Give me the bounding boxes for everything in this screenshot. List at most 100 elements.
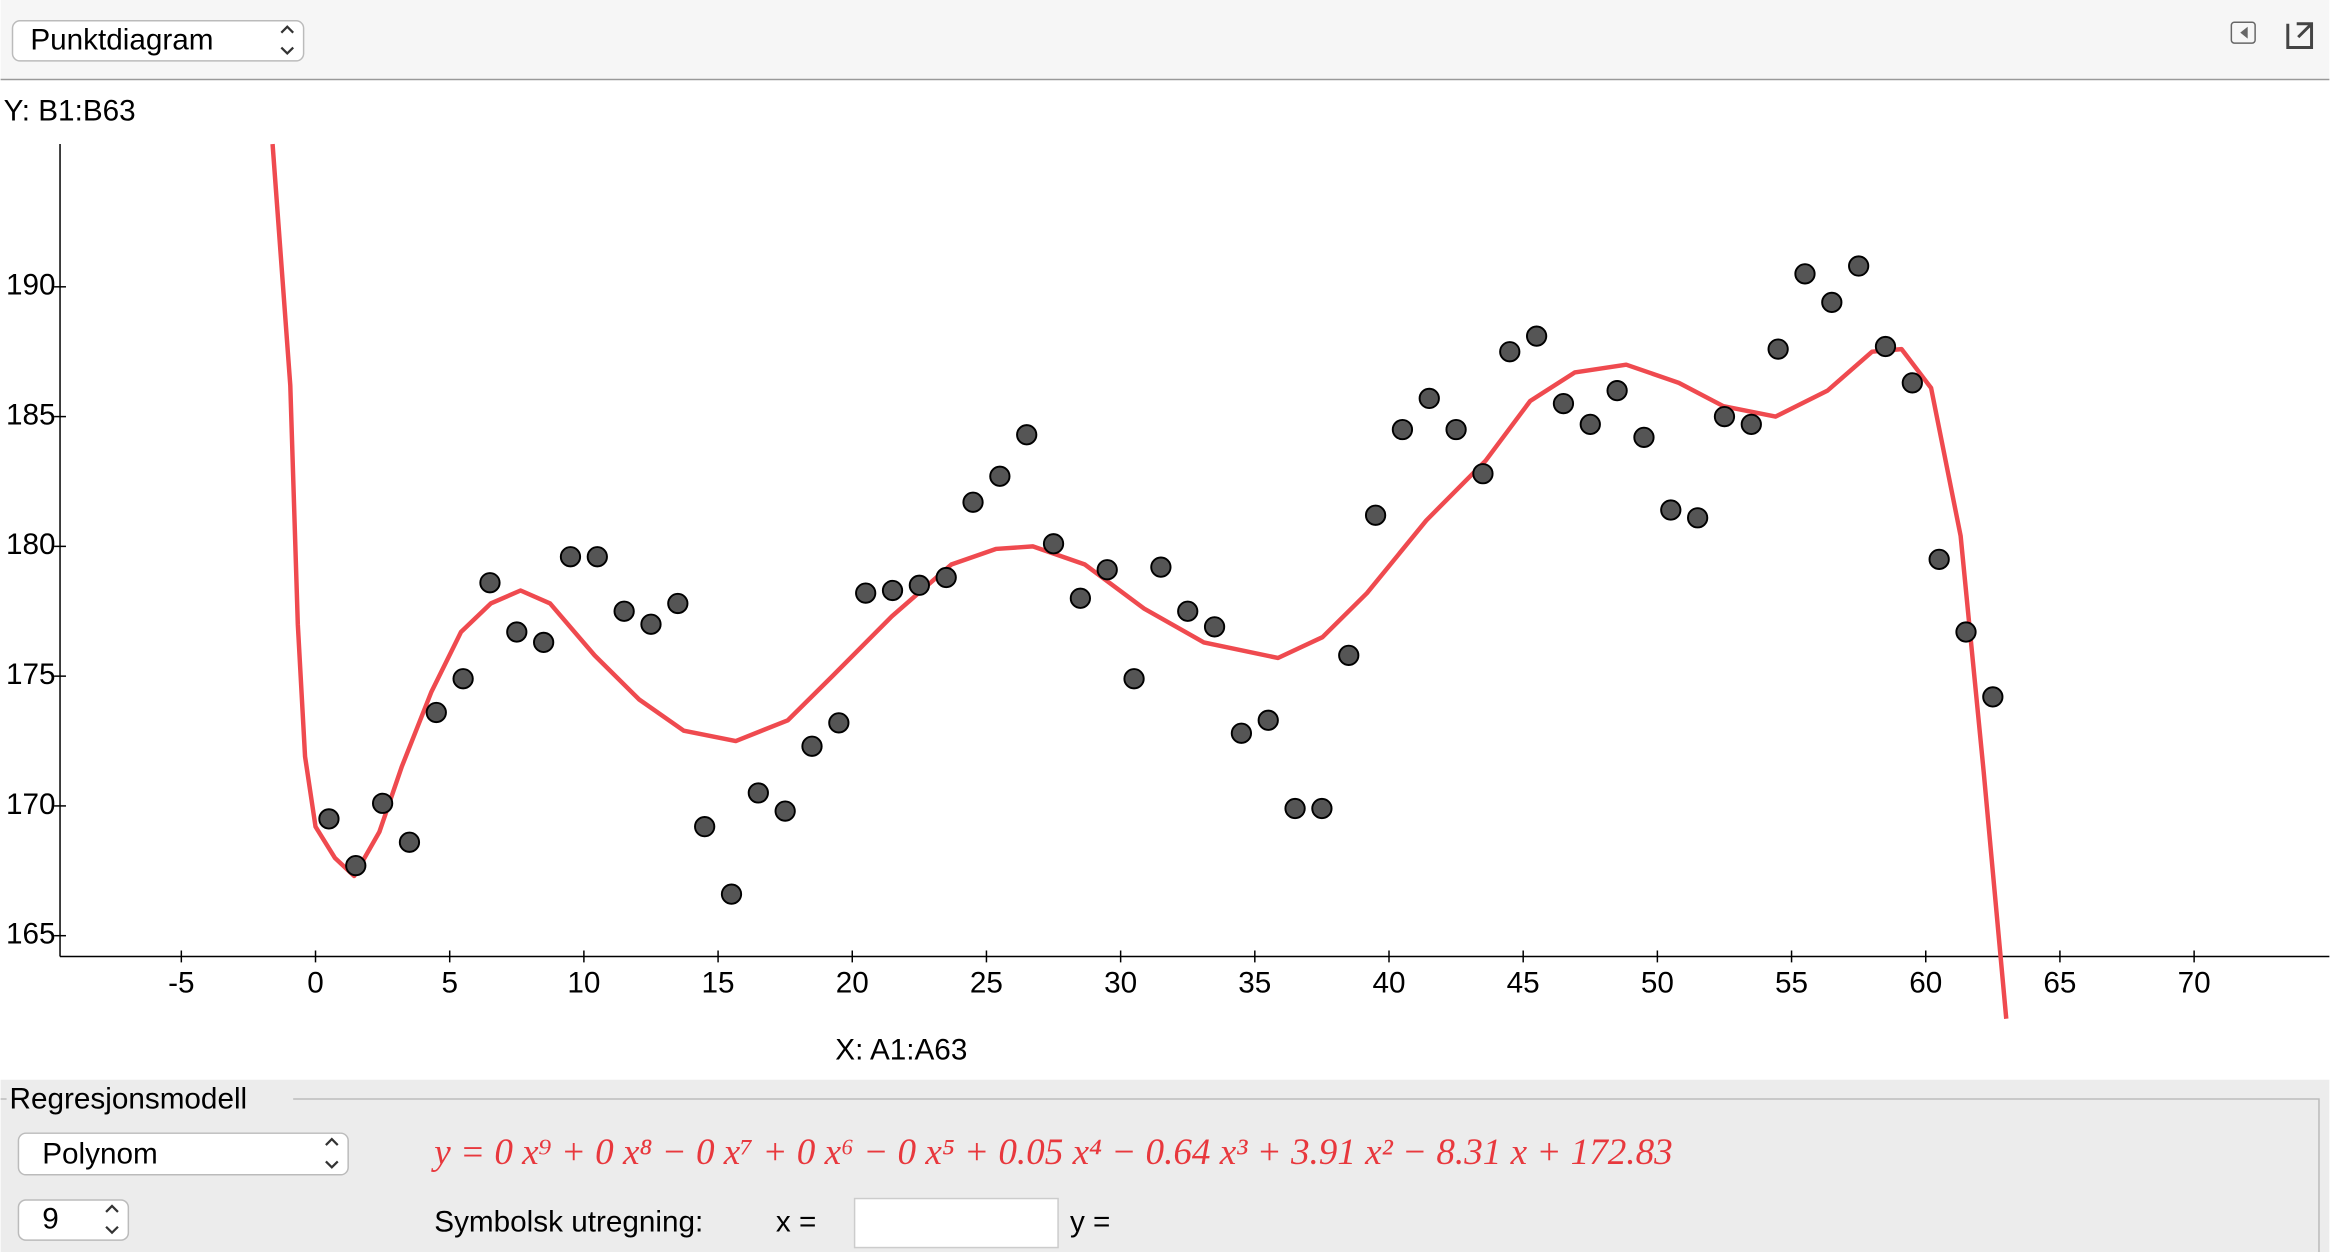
data-point: [1311, 797, 1333, 820]
model-dropdown-label[interactable]: Polynom: [42, 1137, 158, 1170]
data-point: [1928, 548, 1950, 570]
data-point: [345, 854, 367, 877]
x-input[interactable]: [853, 1197, 1059, 1249]
degree-dropdown[interactable]: [17, 1199, 130, 1241]
data-point: [694, 816, 716, 838]
data-point: [1472, 463, 1494, 485]
toolbar: [0, 0, 2330, 79]
x-equals: x =: [776, 1206, 816, 1239]
collapse-button[interactable]: [2230, 21, 2256, 44]
data-point: [1257, 709, 1279, 731]
y-axis-label: Y: B1:B63: [4, 95, 136, 128]
x-tick-label: 10: [567, 967, 600, 1000]
data-point: [989, 465, 1011, 487]
data-point: [1445, 418, 1467, 441]
regression-curve: [270, 143, 2009, 1019]
y-tick-label: 170: [6, 788, 56, 821]
data-point: [506, 621, 528, 643]
x-tick-label: 60: [1909, 967, 1942, 1000]
x-axis-label: X: A1:A63: [835, 1033, 967, 1066]
data-point: [1874, 335, 1897, 358]
data-point: [1230, 722, 1253, 744]
data-point: [1203, 616, 1226, 638]
symbolic-label: Symbolsk utregning:: [434, 1206, 703, 1239]
x-tick-label: 50: [1641, 967, 1674, 1000]
data-point: [720, 883, 743, 905]
data-point: [747, 782, 769, 804]
data-point: [1177, 600, 1199, 622]
degree-dropdown-label[interactable]: 9: [42, 1203, 59, 1236]
data-point: [962, 491, 984, 513]
data-point: [1096, 559, 1118, 581]
data-point: [613, 600, 635, 622]
data-point: [1633, 426, 1655, 448]
data-point: [371, 792, 394, 814]
data-point: [586, 546, 608, 568]
data-point: [640, 613, 662, 635]
x-tick-label: 25: [970, 967, 1003, 1000]
data-point: [801, 735, 823, 757]
data-point: [1606, 380, 1628, 402]
regression-panel: [0, 1079, 2330, 1252]
y-tick-label: 190: [6, 269, 56, 302]
x-tick-label: 70: [2178, 967, 2211, 1000]
data-point: [1069, 587, 1091, 609]
data-point: [533, 631, 555, 654]
data-point: [452, 668, 474, 690]
view-dropdown[interactable]: [11, 20, 305, 62]
data-point: [1740, 413, 1762, 435]
x-tick-label: 5: [441, 967, 458, 1000]
data-point: [1418, 387, 1440, 410]
data-point: [828, 712, 850, 734]
data-point: [1901, 372, 1923, 394]
data-point: [1499, 341, 1521, 363]
data-point: [1687, 507, 1709, 529]
model-dropdown[interactable]: [17, 1132, 349, 1176]
data-point: [479, 572, 501, 594]
data-point: [855, 582, 877, 604]
x-tick-label: 0: [307, 967, 324, 1000]
data-point: [1767, 338, 1789, 360]
x-tick-label: 20: [836, 967, 869, 1000]
data-point: [1391, 418, 1414, 441]
x-tick-label: 65: [2043, 967, 2076, 1000]
data-point: [1284, 797, 1306, 820]
x-tick-label: 15: [702, 967, 735, 1000]
x-tick-label: 45: [1507, 967, 1540, 1000]
dropdown-arrows: [325, 1137, 339, 1169]
data-point: [1552, 392, 1575, 415]
data-point: [1123, 668, 1145, 690]
data-point: [774, 800, 796, 822]
x-tick-label: -5: [168, 967, 194, 1000]
data-point: [398, 831, 421, 853]
panel-title: Regresjonsmodell: [10, 1082, 248, 1115]
x-tick-label: 55: [1775, 967, 1808, 1000]
y-tick-label: 165: [6, 918, 56, 951]
data-point: [1794, 263, 1816, 285]
y-equals: y =: [1070, 1206, 1110, 1239]
data-point: [1016, 424, 1038, 446]
dropdown-arrows: [280, 25, 294, 56]
data-point: [908, 574, 930, 596]
data-point: [1042, 533, 1065, 555]
data-point: [1821, 291, 1843, 314]
data-point: [1150, 556, 1172, 578]
data-point: [1525, 325, 1548, 347]
data-point: [1713, 405, 1736, 428]
data-point: [559, 546, 582, 568]
y-tick-label: 180: [6, 528, 56, 561]
data-point: [1955, 621, 1977, 643]
y-tick-label: 185: [6, 398, 56, 431]
popout-button[interactable]: [2286, 22, 2314, 50]
data-point: [1982, 686, 2004, 708]
dropdown-arrows: [105, 1204, 119, 1235]
data-point: [935, 566, 957, 589]
data-point: [1579, 413, 1601, 435]
data-point: [1848, 255, 1870, 277]
data-point: [881, 579, 904, 602]
data-point: [1660, 499, 1682, 521]
data-point: [667, 592, 689, 615]
view-dropdown-label[interactable]: Punktdiagram: [30, 23, 213, 56]
